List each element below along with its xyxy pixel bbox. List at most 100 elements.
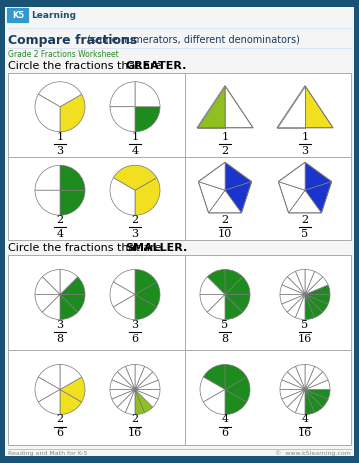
Wedge shape — [117, 389, 135, 413]
Wedge shape — [110, 380, 135, 389]
Wedge shape — [225, 294, 243, 319]
Wedge shape — [113, 165, 157, 190]
FancyBboxPatch shape — [0, 0, 5, 463]
Wedge shape — [112, 372, 135, 389]
Wedge shape — [117, 366, 135, 389]
Wedge shape — [282, 389, 305, 407]
Wedge shape — [305, 271, 323, 294]
Text: 4: 4 — [302, 414, 309, 425]
Wedge shape — [42, 269, 60, 294]
Wedge shape — [200, 377, 225, 402]
Polygon shape — [305, 162, 332, 190]
Wedge shape — [287, 294, 305, 318]
Wedge shape — [135, 389, 160, 399]
Polygon shape — [209, 190, 242, 213]
Wedge shape — [110, 107, 135, 132]
Polygon shape — [278, 181, 305, 213]
Wedge shape — [305, 366, 323, 389]
Wedge shape — [110, 282, 135, 307]
Wedge shape — [305, 389, 323, 413]
Text: 6: 6 — [222, 428, 229, 438]
Wedge shape — [305, 285, 330, 294]
Wedge shape — [280, 285, 305, 294]
Wedge shape — [207, 269, 225, 294]
Wedge shape — [305, 372, 328, 389]
Text: 8: 8 — [222, 333, 229, 344]
Wedge shape — [295, 364, 305, 389]
Wedge shape — [200, 277, 225, 294]
Text: 4: 4 — [131, 146, 139, 156]
Wedge shape — [282, 372, 305, 389]
Text: (same numerators, different denominators): (same numerators, different denominators… — [84, 34, 300, 44]
Text: Circle the fractions that are: Circle the fractions that are — [8, 61, 165, 71]
Text: Grade 2 Fractions Worksheet: Grade 2 Fractions Worksheet — [8, 50, 119, 59]
Text: 1: 1 — [222, 132, 229, 142]
Wedge shape — [305, 294, 328, 312]
Wedge shape — [135, 294, 157, 319]
Wedge shape — [60, 294, 85, 312]
Wedge shape — [135, 380, 160, 389]
Wedge shape — [225, 364, 247, 389]
Text: 8: 8 — [56, 333, 64, 344]
Wedge shape — [38, 82, 81, 107]
Wedge shape — [135, 389, 145, 414]
Wedge shape — [287, 389, 305, 413]
Wedge shape — [305, 294, 330, 304]
Wedge shape — [135, 372, 158, 389]
Text: SMALLER.: SMALLER. — [125, 243, 187, 253]
Wedge shape — [35, 377, 60, 402]
Wedge shape — [305, 389, 330, 399]
Wedge shape — [295, 294, 305, 319]
Polygon shape — [199, 181, 225, 213]
Wedge shape — [60, 277, 85, 294]
Text: 3: 3 — [56, 319, 64, 330]
Wedge shape — [35, 294, 60, 312]
Wedge shape — [42, 294, 60, 319]
Wedge shape — [225, 294, 250, 312]
Wedge shape — [60, 269, 78, 294]
Text: Circle the fractions that are: Circle the fractions that are — [8, 243, 165, 253]
FancyBboxPatch shape — [8, 73, 351, 240]
Wedge shape — [280, 380, 305, 389]
Text: 1: 1 — [302, 132, 309, 142]
Wedge shape — [305, 389, 314, 414]
Text: 5: 5 — [302, 319, 309, 330]
Wedge shape — [305, 364, 314, 389]
Polygon shape — [197, 86, 225, 128]
Wedge shape — [207, 294, 225, 319]
Text: 16: 16 — [128, 428, 142, 438]
Text: 2: 2 — [222, 215, 229, 225]
Wedge shape — [135, 282, 160, 307]
Wedge shape — [287, 366, 305, 389]
Wedge shape — [35, 277, 60, 294]
Text: 6: 6 — [131, 333, 139, 344]
Wedge shape — [225, 389, 247, 414]
Wedge shape — [282, 294, 305, 312]
FancyBboxPatch shape — [354, 0, 359, 463]
Wedge shape — [135, 107, 160, 132]
Wedge shape — [113, 269, 135, 294]
Polygon shape — [225, 162, 252, 190]
Wedge shape — [282, 277, 305, 294]
Text: 4: 4 — [56, 229, 64, 239]
Wedge shape — [38, 364, 60, 389]
Polygon shape — [289, 190, 321, 213]
Wedge shape — [60, 165, 85, 190]
Polygon shape — [278, 162, 305, 190]
Wedge shape — [135, 82, 160, 107]
Wedge shape — [225, 269, 243, 294]
Wedge shape — [203, 364, 225, 389]
Text: 1: 1 — [56, 132, 64, 142]
Text: 1: 1 — [131, 132, 139, 142]
Text: 5: 5 — [302, 229, 309, 239]
Wedge shape — [200, 294, 225, 312]
Wedge shape — [295, 269, 305, 294]
Wedge shape — [225, 277, 250, 294]
Text: 3: 3 — [302, 146, 309, 156]
Wedge shape — [35, 190, 60, 215]
Wedge shape — [135, 269, 157, 294]
Polygon shape — [199, 162, 225, 190]
Text: Reading and Math for K-5: Reading and Math for K-5 — [8, 450, 87, 456]
Wedge shape — [110, 82, 135, 107]
Text: Compare fractions: Compare fractions — [8, 34, 137, 47]
